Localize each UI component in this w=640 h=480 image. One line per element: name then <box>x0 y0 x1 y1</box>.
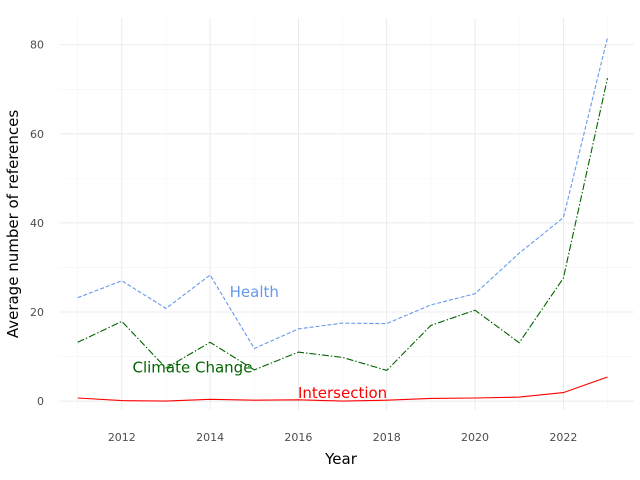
y-tick-label: 80 <box>30 39 44 52</box>
y-tick-label: 20 <box>30 306 44 319</box>
y-tick-label: 60 <box>30 128 44 141</box>
major-grid <box>60 18 634 410</box>
climate-change-line <box>77 77 609 372</box>
x-tick-label: 2014 <box>196 431 224 444</box>
x-tick-label: 2018 <box>373 431 401 444</box>
y-axis-tick-labels: 0 20 40 60 80 <box>30 39 44 408</box>
y-axis-title: Average number of references <box>4 110 22 339</box>
series-lines <box>77 37 609 402</box>
y-tick-label: 40 <box>30 217 44 230</box>
x-tick-label: 2016 <box>284 431 312 444</box>
minor-grid <box>60 18 634 410</box>
health-line <box>77 37 609 350</box>
climate-change-label: Climate Change <box>133 359 253 377</box>
health-label: Health <box>230 283 279 301</box>
x-tick-label: 2020 <box>461 431 489 444</box>
x-tick-label: 2012 <box>108 431 136 444</box>
intersection-line <box>77 376 608 402</box>
x-axis-tick-labels: 2012 2014 2016 2018 2020 2022 <box>108 431 578 444</box>
series-labels: Health Climate Change Intersection <box>133 283 388 402</box>
y-tick-label: 0 <box>37 395 44 408</box>
x-tick-label: 2022 <box>549 431 577 444</box>
x-axis-title: Year <box>324 450 358 468</box>
intersection-label: Intersection <box>298 384 387 402</box>
